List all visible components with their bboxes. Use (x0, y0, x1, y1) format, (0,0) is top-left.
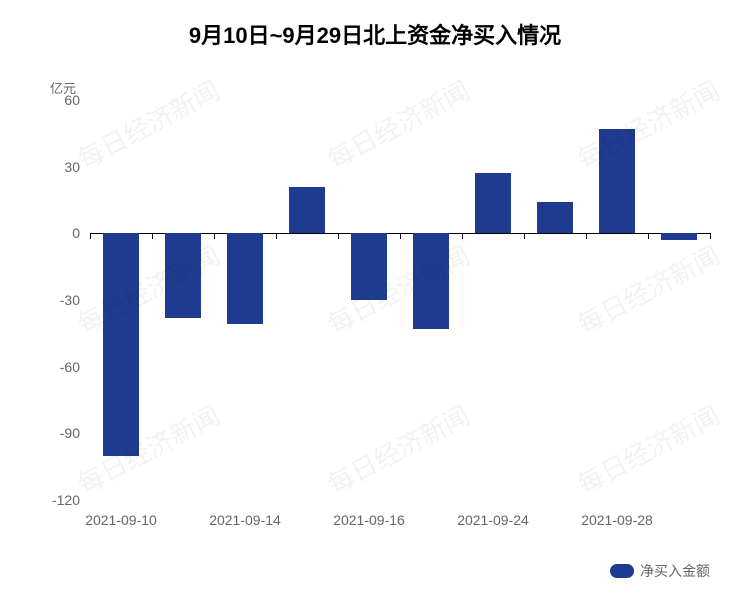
bar (227, 233, 263, 324)
x-tick-mark (214, 233, 215, 239)
legend: 净买入金额 (610, 561, 710, 581)
bar (537, 202, 573, 233)
x-tick-mark (338, 233, 339, 239)
bar (289, 187, 325, 234)
chart-title: 9月10日~9月29日北上资金净买入情况 (0, 0, 750, 50)
plot-area: 亿元 -120-90-60-30030602021-09-102021-09-1… (90, 100, 710, 500)
y-tick-label: -90 (60, 425, 80, 441)
x-tick-mark (276, 233, 277, 239)
bar (165, 233, 201, 317)
x-tick-mark (710, 233, 711, 239)
y-tick-label: 60 (64, 92, 80, 108)
y-tick-label: -120 (52, 492, 80, 508)
y-tick-label: 0 (72, 225, 80, 241)
x-tick-mark (90, 233, 91, 239)
x-tick-label: 2021-09-14 (209, 512, 281, 528)
x-tick-mark (586, 233, 587, 239)
x-tick-mark (524, 233, 525, 239)
x-tick-label: 2021-09-28 (581, 512, 653, 528)
bar (351, 233, 387, 300)
x-tick-label: 2021-09-16 (333, 512, 405, 528)
x-tick-label: 2021-09-24 (457, 512, 529, 528)
x-tick-mark (400, 233, 401, 239)
x-tick-label: 2021-09-10 (85, 512, 157, 528)
legend-label: 净买入金额 (640, 561, 710, 581)
x-tick-mark (648, 233, 649, 239)
y-tick-label: -30 (60, 292, 80, 308)
y-tick-label: 30 (64, 159, 80, 175)
y-tick-label: -60 (60, 359, 80, 375)
x-tick-mark (462, 233, 463, 239)
x-tick-mark (152, 233, 153, 239)
bar (413, 233, 449, 329)
bar (661, 233, 697, 240)
legend-swatch (610, 564, 634, 578)
bar (475, 173, 511, 233)
bar (599, 129, 635, 233)
bar (103, 233, 139, 455)
chart-container: 9月10日~9月29日北上资金净买入情况 亿元 -120-90-60-30030… (0, 0, 750, 593)
